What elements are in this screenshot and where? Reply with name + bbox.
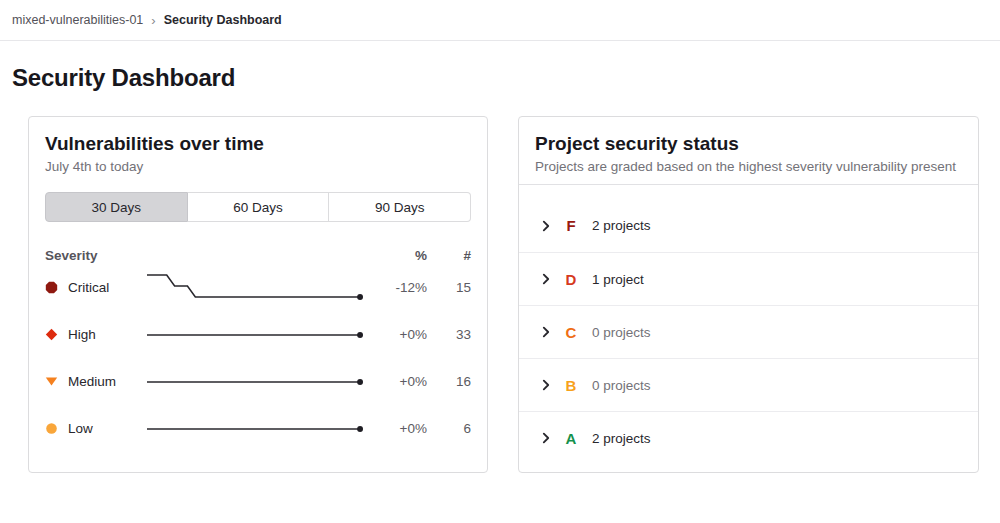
grade-project-count: 1 project bbox=[592, 272, 644, 287]
count-value: 16 bbox=[427, 374, 471, 389]
status-card-header: Project security status Projects are gra… bbox=[519, 117, 978, 185]
count-value: 15 bbox=[427, 280, 471, 295]
severity-header-label: Severity bbox=[45, 248, 365, 263]
severity-name: Low bbox=[45, 421, 146, 436]
chevron-right-icon[interactable] bbox=[539, 378, 553, 392]
grade-letter-b: B bbox=[563, 377, 579, 394]
severity-table-header: Severity % # bbox=[45, 246, 471, 264]
breadcrumb-current: Security Dashboard bbox=[164, 13, 282, 27]
grade-row-d[interactable]: D 1 project bbox=[519, 252, 978, 305]
severity-high-icon bbox=[45, 328, 58, 341]
breadcrumb-separator-icon: › bbox=[151, 13, 155, 28]
tab-60-days[interactable]: 60 Days bbox=[188, 192, 330, 222]
count-value: 6 bbox=[427, 421, 471, 436]
chevron-right-icon[interactable] bbox=[539, 219, 553, 233]
severity-name: Critical bbox=[45, 280, 146, 295]
page-title: Security Dashboard bbox=[12, 64, 1000, 92]
severity-label: Critical bbox=[68, 280, 109, 295]
table-row-medium: Medium +0% 16 bbox=[45, 358, 471, 405]
percent-change-value: -12% bbox=[365, 280, 427, 295]
grade-project-count: 2 projects bbox=[592, 218, 651, 233]
severity-name: Medium bbox=[45, 374, 146, 389]
grade-letter-c: C bbox=[563, 324, 579, 341]
breadcrumb-project-link[interactable]: mixed-vulnerabilities-01 bbox=[12, 13, 143, 27]
count-value: 33 bbox=[427, 327, 471, 342]
percent-change-value: +0% bbox=[365, 421, 427, 436]
percent-header-label: % bbox=[365, 248, 427, 263]
grade-row-c[interactable]: C 0 projects bbox=[519, 305, 978, 358]
grade-row-f[interactable]: F 2 projects bbox=[519, 199, 978, 252]
severity-label: Low bbox=[68, 421, 93, 436]
project-security-status-card: Project security status Projects are gra… bbox=[518, 116, 979, 473]
sparkline-critical bbox=[146, 266, 365, 310]
status-card-title: Project security status bbox=[535, 133, 962, 155]
count-header-label: # bbox=[427, 248, 471, 263]
severity-table: Severity % # Critical -12 bbox=[45, 246, 471, 452]
dashboard-cards: Vulnerabilities over time July 4th to to… bbox=[0, 116, 1000, 473]
sparkline-high bbox=[146, 313, 365, 357]
breadcrumb: mixed-vulnerabilities-01 › Security Dash… bbox=[0, 0, 1000, 41]
sparkline-low bbox=[146, 407, 365, 451]
table-row-low: Low +0% 6 bbox=[45, 405, 471, 452]
status-card-subtitle: Projects are graded based on the highest… bbox=[535, 159, 962, 174]
table-row-critical: Critical -12% 15 bbox=[45, 264, 471, 311]
sparkline-medium bbox=[146, 360, 365, 404]
severity-medium-icon bbox=[45, 375, 58, 388]
severity-low-icon bbox=[45, 422, 58, 435]
percent-change-value: +0% bbox=[365, 374, 427, 389]
table-row-high: High +0% 33 bbox=[45, 311, 471, 358]
percent-change-value: +0% bbox=[365, 327, 427, 342]
tab-90-days[interactable]: 90 Days bbox=[329, 192, 471, 222]
chevron-right-icon[interactable] bbox=[539, 431, 553, 445]
severity-label: Medium bbox=[68, 374, 116, 389]
grade-list: F 2 projects D 1 project C 0 projects bbox=[519, 185, 978, 472]
severity-name: High bbox=[45, 327, 146, 342]
vuln-card-title: Vulnerabilities over time bbox=[45, 133, 471, 155]
grade-project-count: 2 projects bbox=[592, 431, 651, 446]
chevron-right-icon[interactable] bbox=[539, 272, 553, 286]
tab-30-days[interactable]: 30 Days bbox=[45, 192, 188, 222]
chevron-right-icon[interactable] bbox=[539, 325, 553, 339]
grade-row-a[interactable]: A 2 projects bbox=[519, 411, 978, 464]
severity-critical-icon bbox=[45, 281, 58, 294]
vuln-card-subtitle: July 4th to today bbox=[45, 159, 471, 174]
grade-letter-d: D bbox=[563, 271, 579, 288]
grade-project-count: 0 projects bbox=[592, 378, 651, 393]
day-range-tabs: 30 Days 60 Days 90 Days bbox=[45, 192, 471, 222]
grade-letter-a: A bbox=[563, 430, 579, 447]
vulnerabilities-over-time-card: Vulnerabilities over time July 4th to to… bbox=[28, 116, 488, 473]
grade-project-count: 0 projects bbox=[592, 325, 651, 340]
severity-label: High bbox=[68, 327, 96, 342]
grade-letter-f: F bbox=[563, 217, 579, 234]
grade-row-b[interactable]: B 0 projects bbox=[519, 358, 978, 411]
